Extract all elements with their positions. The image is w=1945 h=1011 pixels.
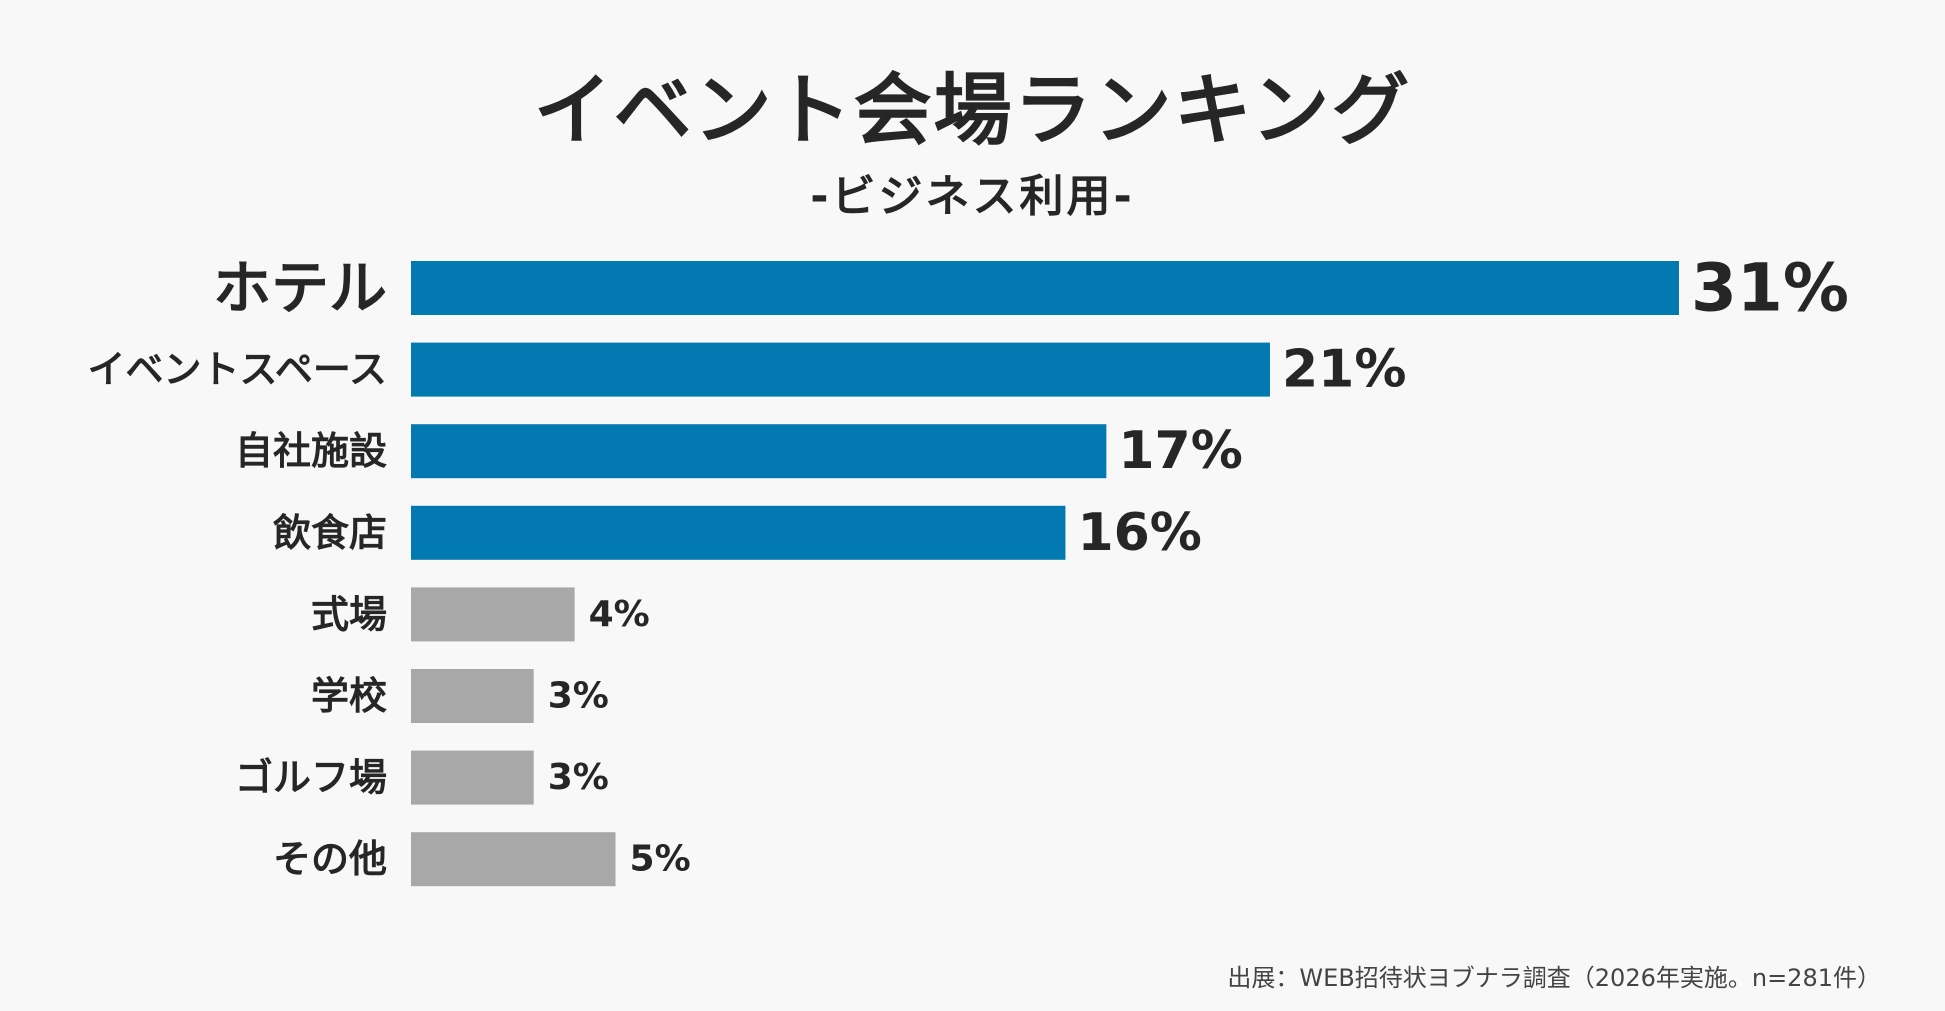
value-label-1: 31% — [1691, 250, 1849, 327]
category-label-4: 飲食店 — [273, 511, 387, 555]
bar-7 — [411, 750, 534, 805]
category-label-8: その他 — [273, 837, 387, 881]
bar-2 — [411, 342, 1270, 397]
bar-3 — [411, 424, 1107, 479]
value-label-7: 3% — [548, 757, 609, 798]
value-label-3: 17% — [1118, 421, 1242, 481]
bar-5 — [411, 587, 575, 642]
bar-4 — [411, 505, 1066, 560]
category-label-3: 自社施設 — [235, 429, 387, 473]
chart-title: イベント会場ランキング — [533, 66, 1412, 156]
value-label-6: 3% — [548, 676, 609, 717]
source-note: 出展：WEB招待状ヨブナラ調査（2026年実施。n=281件） — [1227, 964, 1881, 992]
category-label-2: イベントスペース — [88, 348, 387, 392]
category-label-7: ゴルフ場 — [235, 756, 387, 800]
bar-8 — [411, 832, 616, 887]
chart-subtitle: -ビジネス利用- — [810, 171, 1135, 222]
bar-6 — [411, 669, 534, 723]
bar-1 — [411, 261, 1679, 315]
value-label-2: 21% — [1282, 340, 1406, 400]
category-label-6: 学校 — [311, 674, 387, 718]
category-label-5: 式場 — [311, 592, 387, 636]
value-label-8: 5% — [630, 839, 691, 880]
category-label-1: ホテル — [213, 254, 387, 322]
value-label-5: 4% — [589, 594, 650, 635]
value-label-4: 16% — [1077, 503, 1201, 563]
